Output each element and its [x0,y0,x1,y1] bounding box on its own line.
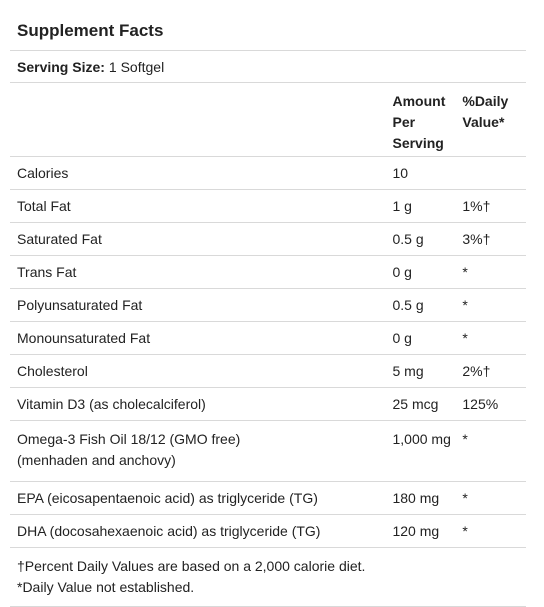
table-row: Polyunsaturated Fat 0.5 g * [10,288,526,322]
nutrient-name: Saturated Fat [10,222,393,256]
table-row: Total Fat 1 g 1%† [10,189,526,223]
nutrient-dv: * [462,321,526,355]
table-row: Omega-3 Fish Oil 18/12 (GMO free) (menha… [10,420,526,482]
supplement-facts-panel: Supplement Facts Serving Size: 1 Softgel… [10,12,526,607]
footnotes: †Percent Daily Values are based on a 2,0… [10,548,526,607]
nutrient-amount: 25 mcg [392,387,463,421]
header-blank [10,83,393,157]
nutrient-amount: 0 g [392,321,463,355]
facts-table: Amount Per Serving %Daily Value* Calorie… [10,83,526,548]
nutrient-dv: 125% [462,387,526,421]
nutrient-amount: 1,000 mg [392,420,463,482]
serving-size-label: Serving Size: [17,58,105,75]
table-row: Saturated Fat 0.5 g 3%† [10,222,526,256]
table-row: DHA (docosahexaenoic acid) as triglyceri… [10,514,526,548]
nutrient-name: Calories [10,156,393,190]
footnote-dv-not-established: *Daily Value not established. [17,578,195,595]
nutrient-name: Polyunsaturated Fat [10,288,393,322]
nutrient-name: EPA (eicosapentaenoic acid) as triglycer… [10,481,393,515]
nutrient-name: Monounsaturated Fat [10,321,393,355]
serving-size-value: 1 Softgel [108,58,165,75]
table-row: Monounsaturated Fat 0 g * [10,321,526,355]
nutrient-name: Vitamin D3 (as cholecalciferol) [10,387,393,421]
nutrient-dv: * [462,288,526,322]
nutrient-amount: 10 [392,156,463,190]
table-row: Trans Fat 0 g * [10,255,526,289]
nutrient-dv: * [462,255,526,289]
table-row: EPA (eicosapentaenoic acid) as triglycer… [10,481,526,515]
nutrient-name: Omega-3 Fish Oil 18/12 (GMO free) (menha… [10,420,393,482]
nutrient-amount: 1 g [392,189,463,223]
nutrient-amount: 180 mg [392,481,463,515]
nutrient-dv: * [462,514,526,548]
nutrient-amount: 5 mg [392,354,463,388]
nutrient-dv: 1%† [462,189,526,223]
footnote-percent-dv: †Percent Daily Values are based on a 2,0… [17,557,366,574]
nutrient-name: Cholesterol [10,354,393,388]
nutrient-amount: 0.5 g [392,288,463,322]
table-row: Calories 10 [10,156,526,190]
nutrient-amount: 120 mg [392,514,463,548]
table-row: Cholesterol 5 mg 2%† [10,354,526,388]
header-amount: Amount Per Serving [392,83,463,157]
serving-size-row: Serving Size: 1 Softgel [10,51,526,83]
nutrient-dv: * [462,481,526,515]
nutrient-name: DHA (docosahexaenoic acid) as triglyceri… [10,514,393,548]
nutrient-dv: * [462,420,526,482]
title-row: Supplement Facts [10,12,526,51]
nutrient-dv: 2%† [462,354,526,388]
panel-title: Supplement Facts [17,21,164,40]
nutrient-amount: 0.5 g [392,222,463,256]
table-row: Vitamin D3 (as cholecalciferol) 25 mcg 1… [10,387,526,421]
nutrient-name: Trans Fat [10,255,393,289]
table-header-row: Amount Per Serving %Daily Value* [10,83,526,157]
nutrient-amount: 0 g [392,255,463,289]
nutrient-dv [462,156,526,190]
nutrient-dv: 3%† [462,222,526,256]
nutrient-name: Total Fat [10,189,393,223]
header-daily-value: %Daily Value* [462,83,526,157]
